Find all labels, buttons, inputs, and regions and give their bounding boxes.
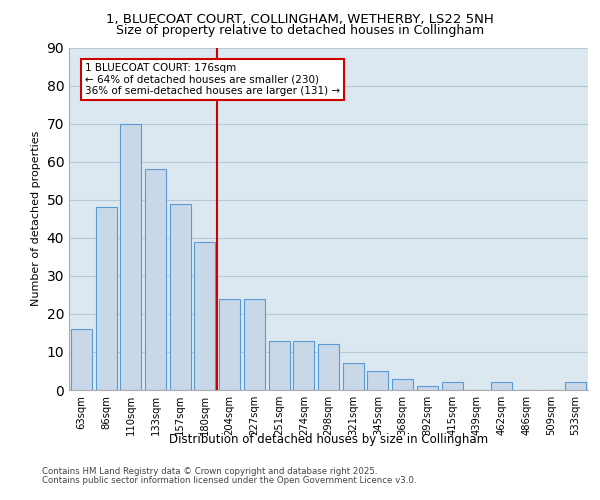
Bar [293,340,314,390]
Text: Contains HM Land Registry data © Crown copyright and database right 2025.: Contains HM Land Registry data © Crown c… [42,468,377,476]
Bar [367,371,388,390]
Bar [120,124,141,390]
Bar [170,204,191,390]
Y-axis label: Number of detached properties: Number of detached properties [31,131,41,306]
Bar [343,364,364,390]
Bar [442,382,463,390]
Bar [491,382,512,390]
Bar [565,382,586,390]
Bar [269,340,290,390]
Text: Distribution of detached houses by size in Collingham: Distribution of detached houses by size … [169,432,488,446]
Bar [318,344,339,390]
Text: 1 BLUECOAT COURT: 176sqm
← 64% of detached houses are smaller (230)
36% of semi-: 1 BLUECOAT COURT: 176sqm ← 64% of detach… [85,62,340,96]
Bar [244,298,265,390]
Bar [417,386,438,390]
Text: 1, BLUECOAT COURT, COLLINGHAM, WETHERBY, LS22 5NH: 1, BLUECOAT COURT, COLLINGHAM, WETHERBY,… [106,12,494,26]
Bar [219,298,240,390]
Bar [145,170,166,390]
Text: Contains public sector information licensed under the Open Government Licence v3: Contains public sector information licen… [42,476,416,485]
Bar [392,378,413,390]
Bar [71,329,92,390]
Bar [95,208,116,390]
Bar [194,242,215,390]
Text: Size of property relative to detached houses in Collingham: Size of property relative to detached ho… [116,24,484,37]
